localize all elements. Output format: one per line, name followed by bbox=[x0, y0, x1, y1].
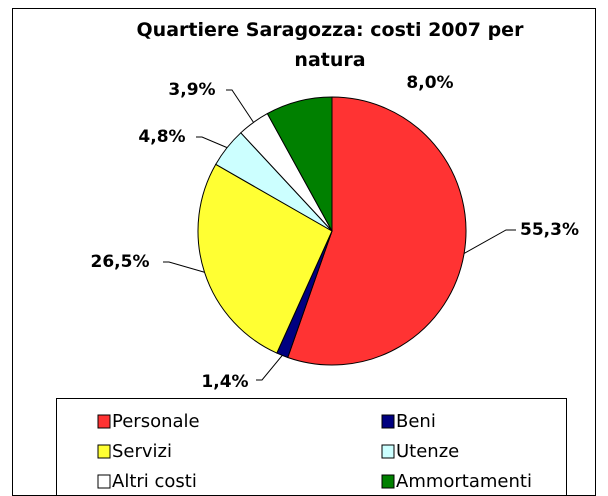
legend-swatch bbox=[97, 444, 111, 459]
legend-frame bbox=[56, 398, 567, 496]
legend-label: Altri costi bbox=[112, 471, 197, 492]
chart-title: Quartiere Saragozza: costi 2007 per natur… bbox=[137, 19, 525, 71]
data-label: 1,4% bbox=[201, 372, 248, 392]
legend-swatch bbox=[381, 414, 395, 429]
data-label: 4,8% bbox=[138, 127, 185, 147]
leader-line bbox=[256, 355, 283, 381]
legend-swatch bbox=[97, 474, 111, 489]
legend-label: Utenze bbox=[396, 441, 459, 462]
legend-label: Personale bbox=[112, 411, 200, 432]
data-label: 26,5% bbox=[91, 252, 150, 272]
leader-line bbox=[226, 89, 254, 123]
legend-swatch bbox=[97, 414, 111, 429]
data-label: 3,9% bbox=[168, 80, 215, 100]
legend-label: Ammortamenti bbox=[396, 471, 532, 492]
legend-swatch bbox=[381, 444, 395, 459]
data-label: 8,0% bbox=[406, 73, 453, 93]
legend-label: Beni bbox=[396, 411, 436, 432]
legend-swatch bbox=[381, 474, 395, 489]
leader-line bbox=[196, 136, 228, 149]
leader-line bbox=[463, 229, 516, 254]
legend-label: Servizi bbox=[112, 441, 172, 462]
pie-slice bbox=[266, 96, 333, 232]
leader-line bbox=[163, 261, 205, 273]
data-label: 55,3% bbox=[520, 220, 579, 240]
